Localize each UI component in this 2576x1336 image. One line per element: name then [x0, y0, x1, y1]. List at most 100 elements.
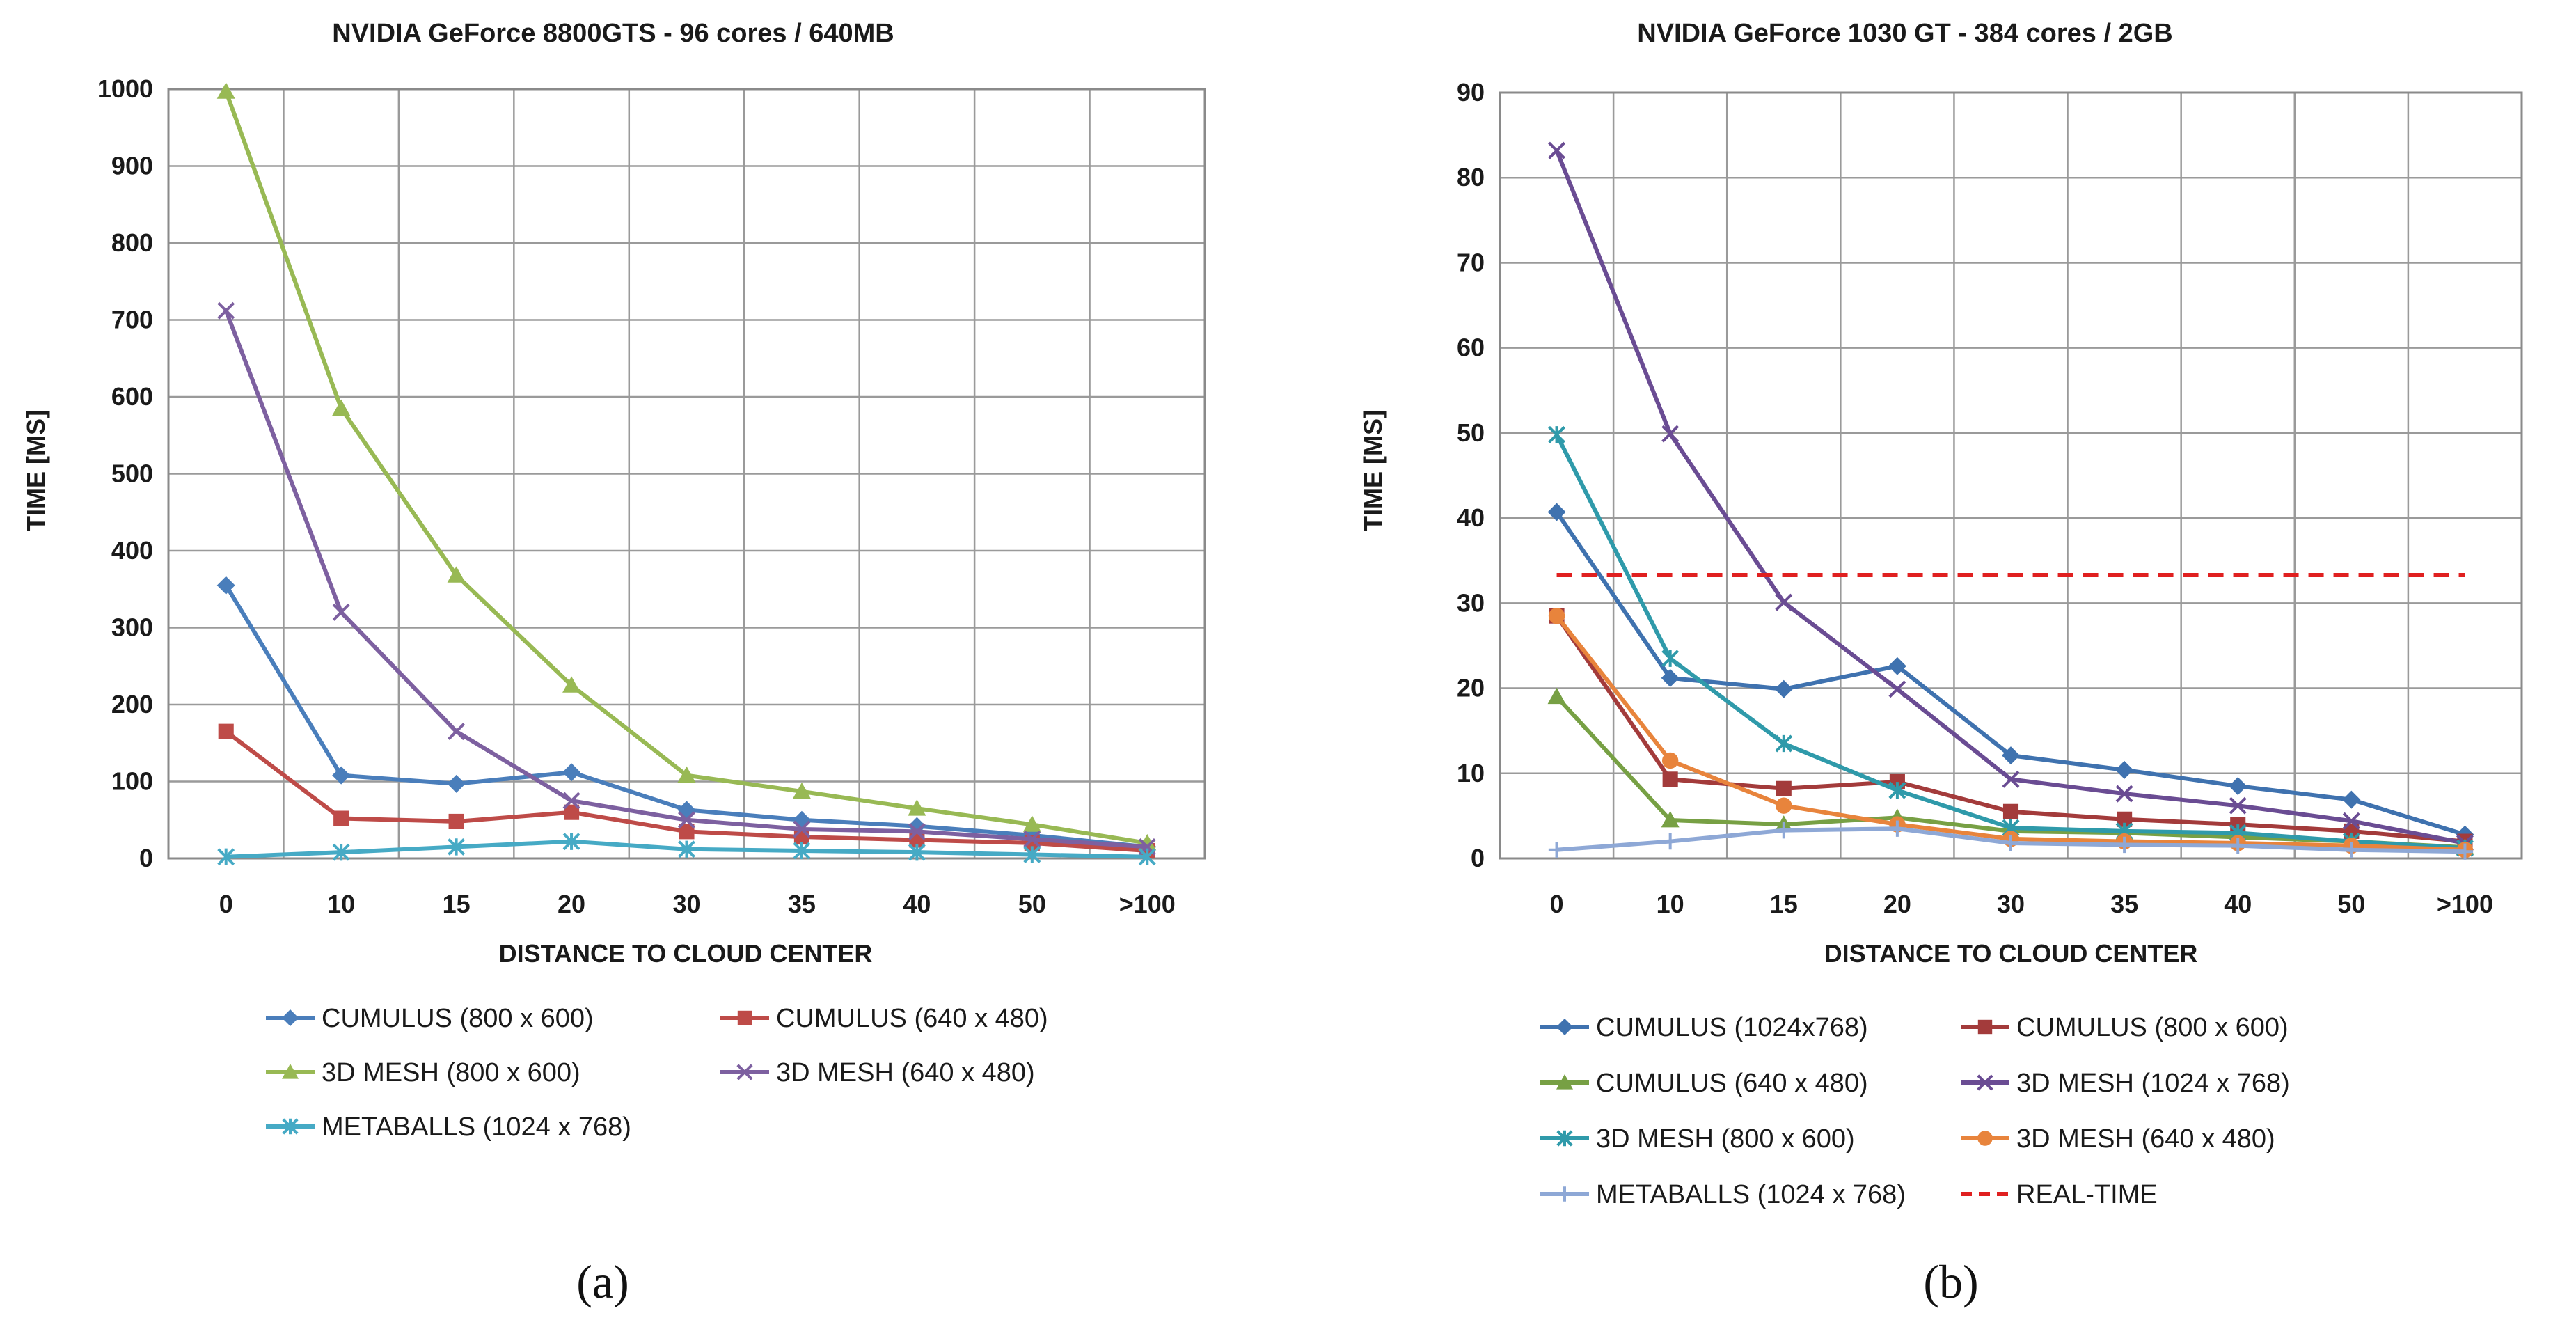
- x-tick-label: 10: [1657, 890, 1684, 918]
- chart-a-y-axis-label: TIME [MS]: [22, 410, 50, 531]
- legend-marker: [1557, 1186, 1572, 1202]
- legend-label: 3D MESH (1024 x 768): [2016, 1069, 2290, 1098]
- data-point: [2002, 835, 2019, 851]
- data-point: [332, 843, 350, 861]
- chart-a-caption: (a): [576, 1255, 629, 1308]
- data-point: [908, 799, 926, 816]
- data-point: [1548, 425, 1566, 443]
- data-point: [332, 603, 350, 621]
- data-point: [2002, 770, 2020, 788]
- y-tick-label: 90: [1457, 78, 1485, 107]
- legend-marker: [1977, 1131, 1993, 1146]
- x-tick-label: 20: [1883, 890, 1911, 918]
- data-point: [1888, 657, 1906, 675]
- chart-a-series: [216, 82, 1157, 866]
- data-point: [564, 804, 580, 820]
- data-point: [1548, 842, 1565, 858]
- data-point: [562, 833, 580, 851]
- y-tick-label: 600: [111, 382, 153, 411]
- legend-entry: 3D MESH (640 x 480): [1961, 1124, 2275, 1154]
- data-point: [1776, 780, 1792, 796]
- data-point: [792, 782, 811, 799]
- data-point: [1661, 668, 1680, 687]
- y-tick-label: 0: [1471, 844, 1485, 872]
- y-tick-label: 50: [1457, 418, 1485, 447]
- data-point: [1776, 822, 1792, 839]
- legend-entry: CUMULUS (640 x 480): [1540, 1069, 1868, 1098]
- legend-entry: CUMULUS (1024x768): [1540, 1013, 1868, 1042]
- data-point: [2002, 803, 2019, 819]
- series-3d-mesh-800-x-600: [216, 82, 1157, 851]
- x-tick-label: 10: [327, 890, 355, 918]
- data-point: [1775, 734, 1793, 753]
- data-point: [679, 824, 695, 840]
- data-point: [908, 822, 926, 840]
- legend-marker: [736, 1064, 753, 1080]
- series-cumulus-800-x-600: [216, 576, 1157, 856]
- legend-label: 3D MESH (640 x 480): [2016, 1124, 2275, 1154]
- data-point: [677, 801, 696, 819]
- x-tick-label: 15: [443, 890, 471, 918]
- data-point: [447, 774, 466, 793]
- chart-b-legend: CUMULUS (1024x768) CUMULUS (800 x 600) CUM…: [1540, 1013, 2290, 1209]
- y-tick-label: 400: [111, 536, 153, 565]
- legend-marker: [737, 1010, 752, 1025]
- data-point: [2229, 837, 2246, 854]
- data-point: [678, 811, 695, 829]
- x-tick-label: >100: [2437, 890, 2493, 918]
- series-cumulus-800-x-600: [1549, 608, 2473, 849]
- data-point: [218, 723, 234, 739]
- legend-label: METABALLS (1024 x 768): [322, 1113, 631, 1142]
- data-point: [2342, 790, 2361, 809]
- data-point: [2342, 812, 2360, 830]
- chart-a-x-ticks: 0 10 15 20 30 35 40 50 >100: [219, 890, 1176, 918]
- legend-marker: [282, 1009, 299, 1026]
- data-point: [793, 842, 811, 860]
- y-tick-label: 900: [111, 152, 153, 180]
- legend-label: 3D MESH (800 x 600): [322, 1058, 580, 1087]
- legend-label: REAL-TIME: [2016, 1180, 2158, 1209]
- y-tick-label: 40: [1457, 503, 1485, 532]
- x-tick-label: 20: [558, 890, 585, 918]
- y-tick-label: 1000: [97, 74, 153, 103]
- legend-entry: METABALLS (1024 x 768): [1540, 1180, 1906, 1209]
- data-point: [1662, 771, 1678, 787]
- data-point: [792, 810, 811, 829]
- chart-b-grid: [1499, 91, 2523, 860]
- data-point: [217, 848, 235, 866]
- data-point: [447, 566, 466, 583]
- x-tick-label: 35: [2110, 890, 2138, 918]
- chart-a-title: NVIDIA GeForce 8800GTS - 96 cores / 640M…: [332, 19, 894, 48]
- y-tick-label: 60: [1457, 333, 1485, 362]
- legend-entry: 3D MESH (800 x 600): [266, 1058, 580, 1087]
- legend-entry: METABALLS (1024 x 768): [266, 1113, 631, 1142]
- data-point: [2117, 811, 2133, 827]
- data-point: [1548, 141, 1566, 159]
- data-point: [677, 766, 696, 783]
- chart-a: NVIDIA GeForce 8800GTS - 96 cores / 640M…: [22, 19, 1206, 1308]
- x-tick-label: 50: [1018, 890, 1046, 918]
- data-point: [1661, 811, 1680, 828]
- x-tick-label: 30: [672, 890, 700, 918]
- legend-marker: [1977, 1074, 1993, 1091]
- data-point: [2229, 777, 2247, 796]
- legend-entry: CUMULUS (640 x 480): [720, 1004, 1048, 1033]
- data-point: [1022, 815, 1041, 832]
- y-tick-label: 10: [1457, 759, 1485, 787]
- data-point: [2116, 836, 2133, 854]
- data-point: [908, 843, 926, 861]
- data-point: [217, 301, 235, 320]
- y-tick-label: 20: [1457, 674, 1485, 702]
- data-point: [1888, 680, 1906, 698]
- series-cumulus-640-x-480: [218, 723, 1155, 858]
- legend-label: CUMULUS (800 x 600): [2016, 1013, 2289, 1042]
- y-tick-label: 500: [111, 459, 153, 488]
- legend-marker: [1556, 1019, 1573, 1035]
- series-line: [223, 91, 1148, 845]
- data-point: [1023, 846, 1041, 863]
- legend-entry: 3D MESH (1024 x 768): [1961, 1069, 2290, 1098]
- data-point: [1138, 848, 1156, 866]
- plot-area-frame: [167, 88, 1206, 860]
- legend-entry: CUMULUS (800 x 600): [266, 1004, 594, 1033]
